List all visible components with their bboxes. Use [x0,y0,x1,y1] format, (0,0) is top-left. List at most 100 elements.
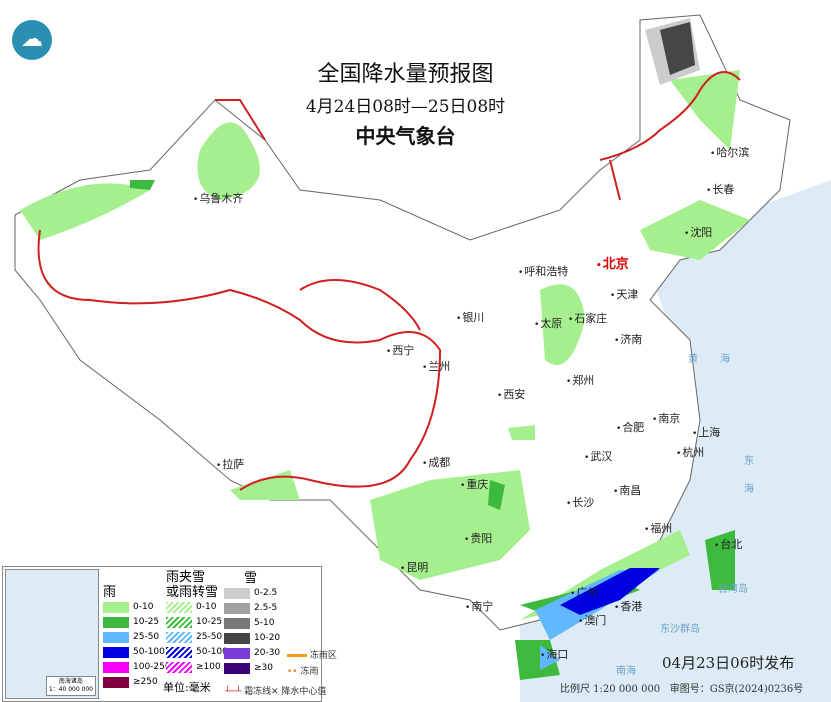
city-label: 西宁 [386,344,414,359]
legend-item: 25-50 [103,630,171,644]
city-label: 澳门 [578,614,606,629]
legend-item: 2.5-5 [224,601,280,615]
legend-item: 0-2.5 [224,586,280,600]
legend-sleet: 雨夹雪 或雨转雪 0-10 10-25 25-50 50-100 ≥100 [166,570,228,675]
color-swatch [103,661,129,673]
frost-line-icon: ┴─┴ [225,687,242,697]
city-label: 长沙 [566,496,594,511]
legend-item-label: 100-250 [133,662,171,672]
legend-item-label: ≥100 [196,662,221,672]
scale-text: 比例尺 1:20 000 000 [560,684,661,695]
orange-line-icon [287,654,307,657]
color-swatch [224,632,250,644]
legend-item-label: ≥30 [254,663,273,673]
color-swatch [224,617,250,629]
freezing-rain-icon: •• [287,667,298,677]
city-label: 重庆 [460,478,488,493]
freezing-rain-area-label: 冻雨区 [309,651,337,661]
color-swatch [103,616,129,628]
sea-label: 东 [744,456,754,467]
city-label: 贵阳 [464,532,492,547]
legend-item: 100-250 [103,660,171,674]
sea-label: 海 [720,354,730,365]
inset-scale: 1：40 000 000 [48,686,93,693]
inset-caption: 南海诸岛 1：40 000 000 [45,676,96,696]
color-swatch [224,662,250,674]
sea-label: 南海 [616,666,636,677]
city-label: 郑州 [566,374,594,389]
legend-unit: 单位:毫米 [163,681,211,694]
legend-item: 25-50 [166,630,228,644]
legend-sleet-title: 雨夹雪 [166,570,206,585]
city-label: 拉萨 [216,458,244,473]
city-label: 南京 [652,412,680,427]
legend-panel: 南海诸岛 1：40 000 000 雨 0-10 10-25 25-50 50-100 1… [2,566,337,702]
legend-item-label: 50-100 [133,647,165,657]
rain-50-100-areas [560,568,660,615]
legend-item-label: 10-25 [133,617,160,627]
color-swatch [103,631,129,643]
map-scale: 比例尺 1:20 000 000 审图号：GS京(2024)0236号 [560,680,803,695]
freezing-rain-label: 冻雨 [300,667,319,677]
legend-item-label: 5-10 [254,618,275,628]
legend-item: 10-25 [103,615,171,629]
agency-name: 中央气象台 [355,124,456,148]
city-label: 福州 [644,522,672,537]
city-label: 长春 [706,183,734,198]
legend-item-label: 25-50 [196,632,223,642]
forecast-period: 4月24日08时—25日08时 [305,97,506,117]
city-label: 哈尔滨 [710,146,749,161]
city-label: 济南 [614,333,642,348]
legend-freezing-rain-area: 冻雨区 [287,651,337,662]
city-label: 呼和浩特 [518,265,568,280]
center-value-label: 降水中心值 [281,687,327,697]
sea-label: 海 [744,484,754,495]
sea-label: 台湾岛 [718,584,748,595]
legend-item: ≥100 [166,660,228,674]
color-swatch [224,587,250,599]
color-swatch [166,601,192,613]
color-swatch [166,661,192,673]
legend-center-value: ✕ 降水中心值 [271,687,326,698]
legend-item-label: 10-20 [254,633,281,643]
city-label: 沈阳 [684,226,712,241]
color-swatch [103,646,129,658]
map-title: 全国降水量预报图 [317,62,494,87]
cma-logo: ☁ [12,20,52,60]
legend-item-label: 2.5-5 [254,603,278,613]
city-label: 兰州 [422,360,450,375]
rain-0-10-areas [20,70,750,620]
sea-label: 东沙群岛 [660,624,700,635]
city-label: 合肥 [616,421,644,436]
frost-lines [37,71,741,491]
legend-item: 50-100 [166,645,228,659]
color-swatch [103,676,129,688]
legend-item: 0-10 [166,600,228,614]
legend-item-label: 0-10 [196,602,217,612]
frost-line-label: 霜冻线 [244,687,272,697]
city-label: 石家庄 [568,312,607,327]
city-label: 成都 [422,456,450,471]
city-label-capital: 北京 [596,258,629,273]
city-label: 台北 [714,538,742,553]
color-swatch [166,631,192,643]
city-label: 昆明 [400,561,428,576]
legend-item: 10-20 [224,631,280,645]
legend-snow: 雪 0-2.5 2.5-5 5-10 10-20 20-30 ≥30 [224,571,280,676]
color-swatch [103,601,129,613]
inset-title: 南海诸岛 [58,678,83,685]
city-label: 杭州 [676,446,704,461]
south-china-sea-inset: 南海诸岛 1：40 000 000 [5,569,99,699]
legend-item-label: 50-100 [196,647,228,657]
city-label: 银川 [456,311,484,326]
legend-item: 10-25 [166,615,228,629]
city-label: 武汉 [584,450,612,465]
cross-icon: ✕ [271,687,279,697]
city-label: 南宁 [465,600,493,615]
legend-item: ≥250 [103,675,171,689]
legend-item-label: 10-25 [196,617,223,627]
city-label: 海口 [540,648,568,663]
city-label: 南昌 [613,484,641,499]
legend-item-label: 25-50 [133,632,160,642]
